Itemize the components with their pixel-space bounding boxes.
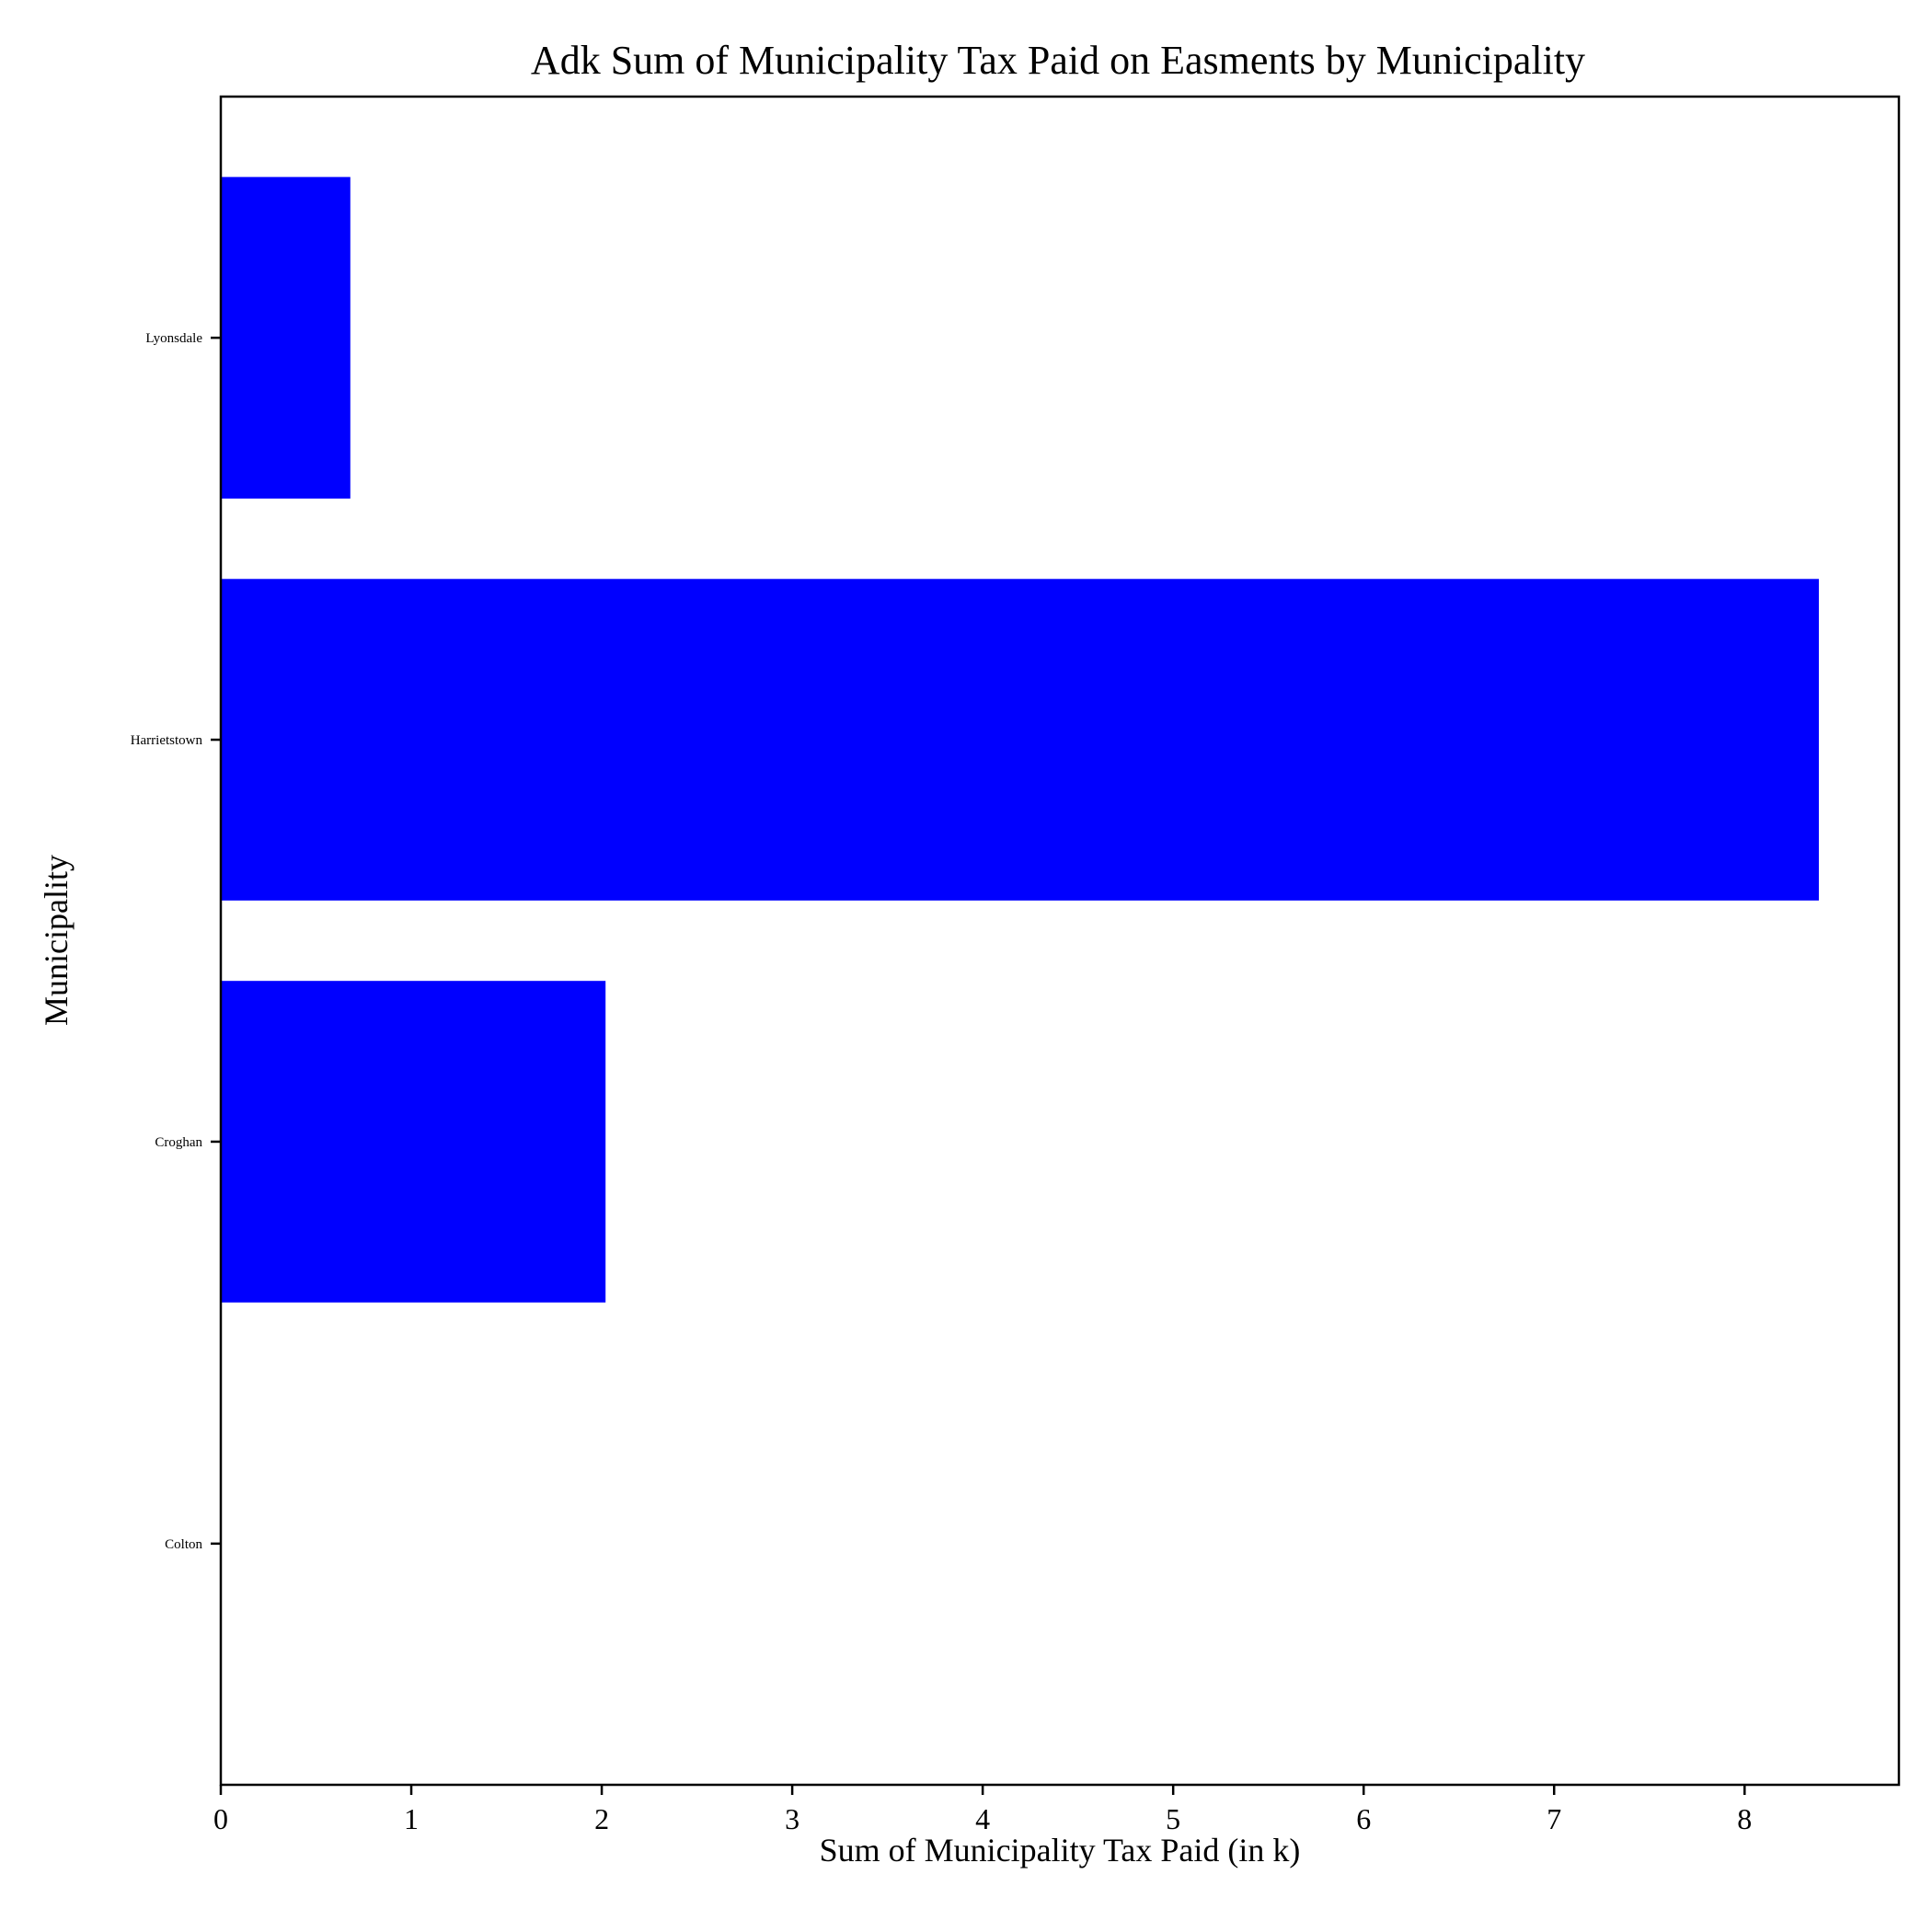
- x-tick-label: 8: [1737, 1802, 1752, 1835]
- y-tick-label-colton: Colton: [165, 1537, 202, 1552]
- bar-croghan: [221, 981, 606, 1303]
- y-axis-label: Municipality: [38, 855, 75, 1026]
- bar-harrietstown: [221, 579, 1820, 901]
- x-tick-label: 1: [404, 1802, 419, 1835]
- x-axis-label: Sum of Municipality Tax Paid (in k): [820, 1832, 1301, 1869]
- y-tick-label-croghan: Croghan: [155, 1135, 202, 1150]
- x-tick-label: 3: [785, 1802, 799, 1835]
- y-axis-ticks: Colton Croghan Harrietstown Lyonsdale: [131, 331, 221, 1552]
- bar-lyonsdale: [221, 177, 351, 499]
- y-tick-label-harrietstown: Harrietstown: [131, 733, 203, 748]
- x-tick-label: 4: [975, 1802, 990, 1835]
- chart-title: Adk Sum of Municipality Tax Paid on Easm…: [531, 38, 1585, 83]
- bars-group: [221, 177, 1820, 1303]
- x-tick-label: 6: [1356, 1802, 1371, 1835]
- x-axis-ticks: 0 1 2 3 4 5 6 7 8: [213, 1785, 1752, 1835]
- x-tick-label: 7: [1547, 1802, 1561, 1835]
- plot-frame: [219, 95, 1901, 1787]
- x-tick-label: 0: [213, 1802, 228, 1835]
- y-tick-label-lyonsdale: Lyonsdale: [145, 331, 202, 346]
- x-tick-label: 5: [1166, 1802, 1180, 1835]
- x-tick-label: 2: [594, 1802, 609, 1835]
